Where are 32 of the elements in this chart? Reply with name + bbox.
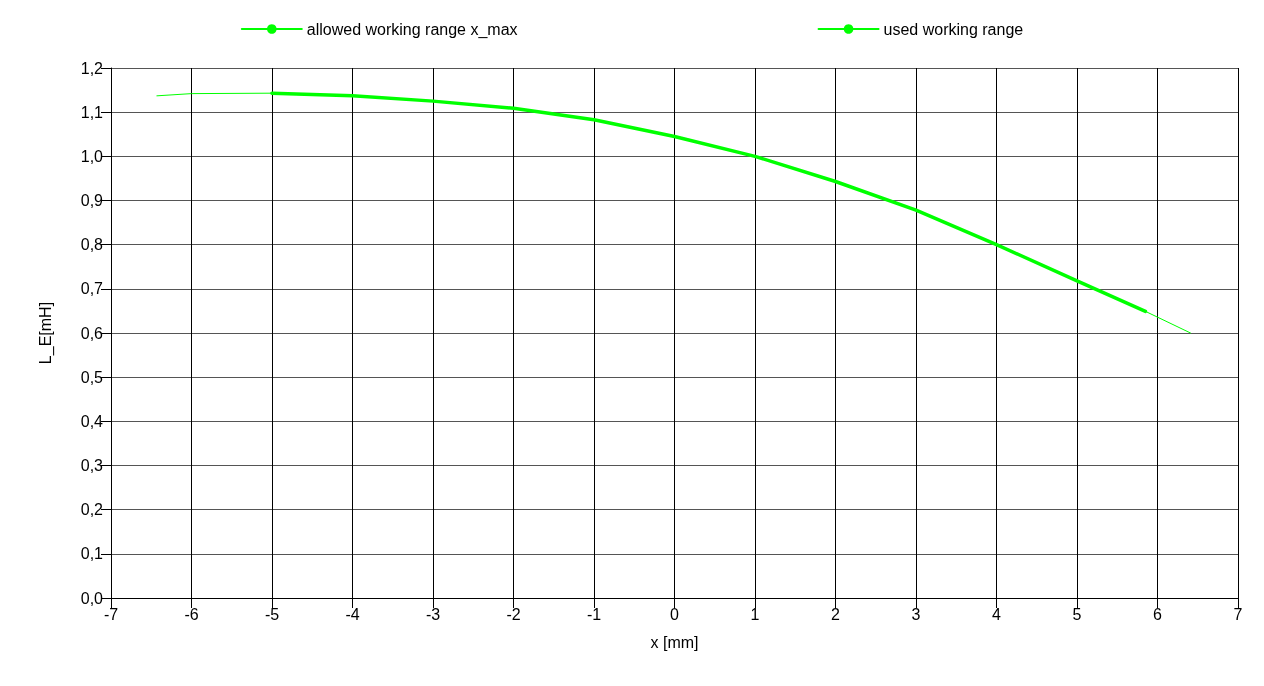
x-tick-label: 0: [670, 605, 680, 623]
x-tick-label: -4: [345, 605, 360, 623]
legend-label: used working range: [883, 20, 1024, 38]
y-tick-label: 0,8: [80, 236, 104, 254]
x-tick-label: -5: [264, 605, 280, 623]
y-tick-label: 1,1: [80, 103, 104, 121]
y-tick-label: 0,7: [80, 280, 104, 298]
x-tick-label: -3: [425, 605, 441, 623]
x-tick-label: 7: [1233, 605, 1243, 623]
x-tick-label: -7: [103, 605, 119, 623]
y-tick-label: 0,1: [80, 545, 104, 563]
y-tick-label: 0,3: [80, 457, 104, 474]
x-tick-label: 2: [831, 605, 841, 623]
x-tick-label: 6: [1153, 605, 1163, 623]
y-tick-label: 0,0: [80, 589, 104, 607]
x-tick-label: 3: [911, 605, 921, 623]
x-tick-label: 5: [1072, 605, 1082, 623]
y-tick-label: 0,2: [80, 501, 104, 519]
y-tick-label: 1,2: [80, 59, 104, 77]
y-tick-label: 1,0: [80, 147, 104, 165]
legend-label: allowed working range x_max: [306, 20, 518, 39]
x-tick-label: -6: [184, 605, 199, 623]
x-tick-label: -2: [506, 605, 521, 623]
y-axis-title: L_E[mH]: [36, 301, 55, 365]
x-axis-title: x [mm]: [650, 633, 699, 651]
y-tick-label: 0,9: [80, 192, 104, 209]
x-tick-label: 4: [992, 605, 1002, 623]
x-tick-label: -1: [586, 605, 602, 623]
y-tick-label: 0,6: [80, 324, 104, 342]
x-tick-label: 1: [750, 605, 760, 623]
y-tick-label: 0,4: [80, 412, 104, 430]
y-tick-label: 0,5: [80, 368, 104, 386]
